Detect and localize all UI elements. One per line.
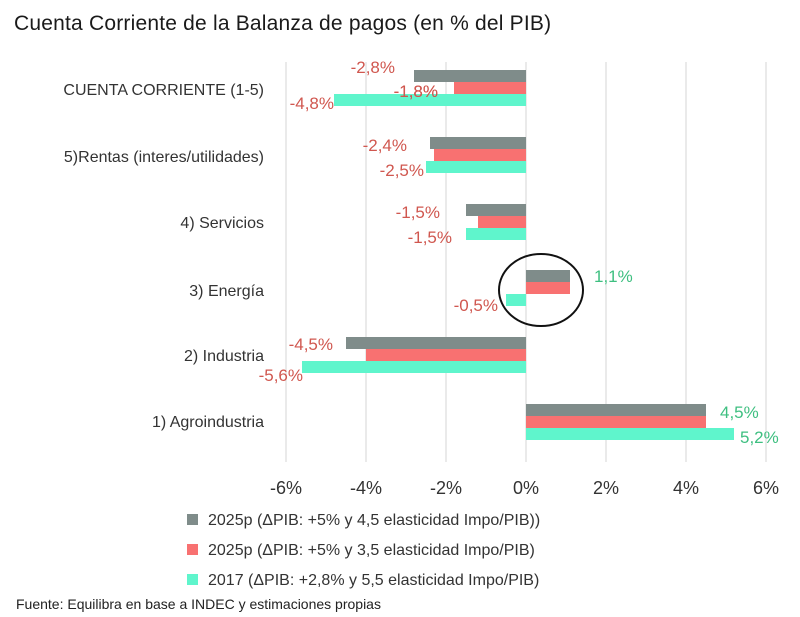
data-label: -2,4%: [363, 136, 407, 155]
category-label: 4) Servicios: [180, 215, 264, 232]
data-label: 1,1%: [594, 267, 633, 286]
legend-swatch: [187, 514, 198, 525]
chart-title: Cuenta Corriente de la Balanza de pagos …: [14, 12, 552, 35]
legend-swatch: [187, 544, 198, 555]
bar: [334, 94, 526, 106]
bar: [366, 349, 526, 361]
bar: [414, 70, 526, 82]
data-label: -4,5%: [289, 335, 333, 354]
x-tick-label: 6%: [753, 478, 779, 498]
bar: [346, 337, 526, 349]
x-tick-label: -6%: [270, 478, 302, 498]
data-label: 4,5%: [720, 403, 759, 422]
category-label: 1) Agroindustria: [152, 414, 264, 431]
bar: [466, 204, 526, 216]
bar: [434, 149, 526, 161]
legend-swatch: [187, 574, 198, 585]
data-label: -1,8%: [394, 82, 438, 101]
bar: [526, 416, 706, 428]
bar: [430, 137, 526, 149]
category-label: 3) Energía: [189, 283, 264, 300]
bar: [478, 216, 526, 228]
legend-label: 2025p (ΔPIB: +5% y 3,5 elasticidad Impo/…: [208, 542, 535, 559]
data-label: -1,5%: [396, 203, 440, 222]
legend-label: 2025p (ΔPIB: +5% y 4,5 elasticidad Impo/…: [208, 512, 540, 529]
data-label: -5,6%: [259, 366, 303, 385]
annotation-circle: [498, 253, 584, 327]
data-label: -1,5%: [408, 228, 452, 247]
legend-label: 2017 (ΔPIB: +2,8% y 5,5 elasticidad Impo…: [208, 572, 539, 589]
category-label: 2) Industria: [184, 348, 264, 365]
bar: [526, 270, 570, 282]
x-tick-label: 4%: [673, 478, 699, 498]
x-tick-label: 2%: [593, 478, 619, 498]
bar: [302, 361, 526, 373]
bar: [526, 282, 570, 294]
data-label: -0,5%: [454, 296, 498, 315]
category-label: CUENTA CORRIENTE (1-5): [63, 82, 264, 99]
category-label: 5)Rentas (interes/utilidades): [64, 149, 264, 166]
bar: [526, 404, 706, 416]
bar: [454, 82, 526, 94]
bar: [426, 161, 526, 173]
bar: [466, 228, 526, 240]
bar: [526, 428, 734, 440]
data-label: -1,8%: [394, 82, 438, 101]
data-label: -2,8%: [351, 58, 395, 77]
data-label: -4,8%: [290, 94, 334, 113]
bar: [506, 294, 526, 306]
data-label: -2,5%: [380, 161, 424, 180]
x-tick-label: -2%: [430, 478, 462, 498]
footnote: Fuente: Equilibra en base a INDEC y esti…: [16, 596, 381, 612]
x-tick-label: -4%: [350, 478, 382, 498]
x-tick-label: 0%: [513, 478, 539, 498]
data-label: 5,2%: [740, 428, 779, 447]
